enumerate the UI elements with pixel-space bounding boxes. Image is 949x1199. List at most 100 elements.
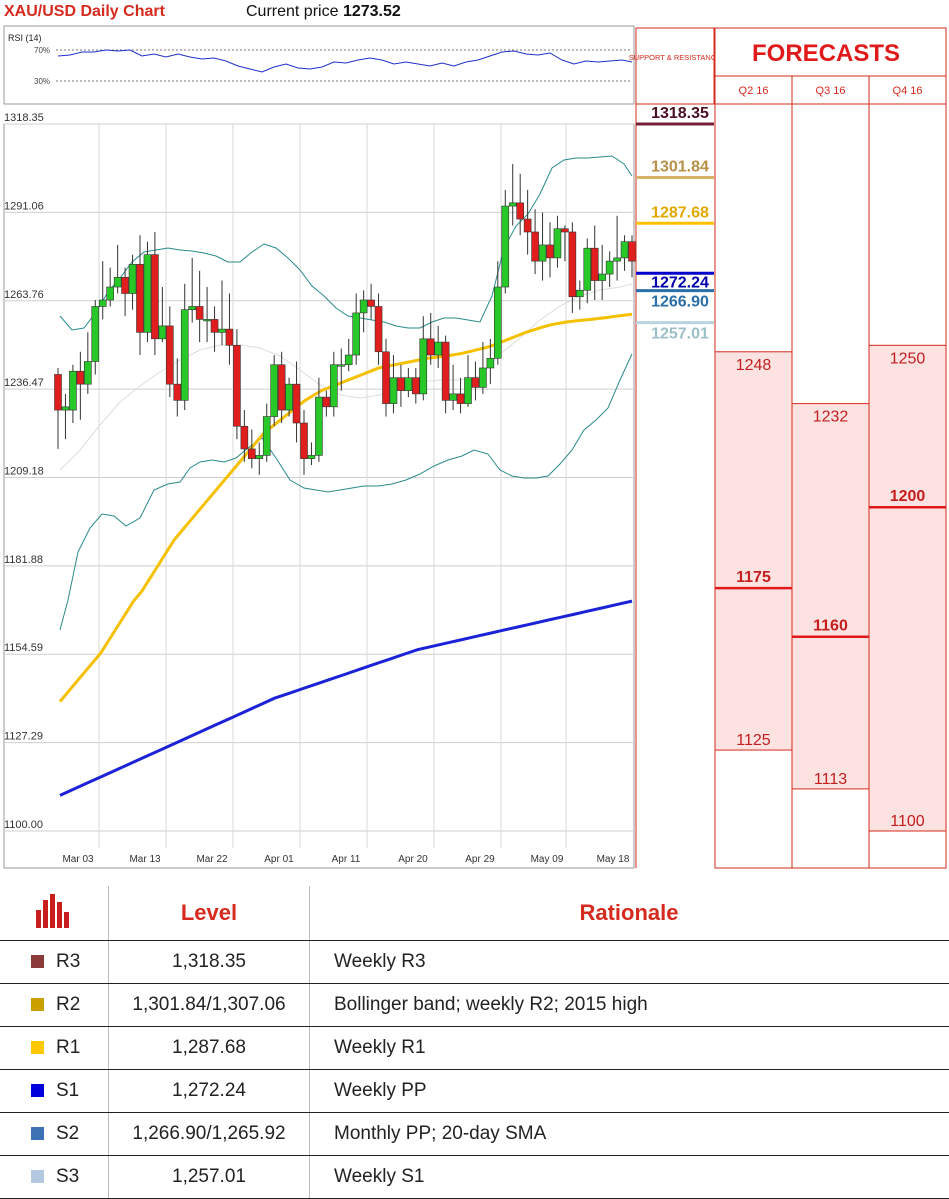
y-tick-1291: 1291.06 (4, 200, 44, 212)
row-tag-cell: S1 (0, 1070, 109, 1113)
candle-up (308, 455, 315, 458)
candle-down (517, 203, 524, 219)
forecast-low: 1125 (736, 732, 771, 749)
candle-down (524, 219, 531, 232)
candle (233, 329, 240, 439)
x-axis-labels: Mar 03 Mar 13 Mar 22 Apr 01 Apr 11 Apr 2… (62, 854, 629, 865)
row-rationale: Weekly R1 (310, 1027, 949, 1070)
candle-up (271, 365, 278, 417)
candle-up (479, 368, 486, 387)
candle-down (442, 342, 449, 400)
candle-up (487, 358, 494, 368)
level-label: 1272.24 (651, 274, 709, 291)
row-rationale: Monthly PP; 20-day SMA (310, 1113, 949, 1156)
candle-up (450, 394, 457, 400)
row-tag: S1 (56, 1080, 79, 1101)
candle-down (122, 277, 129, 293)
candle-up (99, 300, 106, 306)
x-tick-apr29: Apr 29 (465, 854, 495, 865)
candle-down (226, 329, 233, 345)
forecast-range (869, 345, 946, 831)
candle-up (606, 261, 613, 274)
row-level: 1,257.01 (109, 1156, 310, 1199)
candle-up (345, 355, 352, 365)
candle-up (465, 378, 472, 404)
candle-up (360, 300, 367, 313)
row-level: 1,272.24 (109, 1070, 310, 1113)
rsi-label: RSI (14) (8, 33, 42, 43)
candle-down (375, 306, 382, 351)
swatch-icon (31, 998, 44, 1011)
row-level: 1,301.84/1,307.06 (109, 984, 310, 1027)
forecast-high: 1232 (813, 409, 849, 426)
candle-up (69, 371, 76, 410)
candle-down (137, 264, 144, 332)
level-label: 1301.84 (651, 158, 709, 175)
row-level: 1,266.90/1,265.92 (109, 1113, 310, 1156)
swatch-icon (31, 1041, 44, 1054)
candle-down (301, 423, 308, 459)
candle (144, 242, 151, 342)
table-row: S3 1,257.01 Weekly S1 (0, 1156, 949, 1199)
quarter-label: Q4 16 (893, 85, 923, 97)
level-label: 1318.35 (651, 105, 709, 122)
candle-up (584, 248, 591, 290)
bar-chart-icon (34, 892, 74, 928)
table-row: S2 1,266.90/1,265.92 Monthly PP; 20-day … (0, 1113, 949, 1156)
row-tag-cell: R3 (0, 941, 109, 984)
candle-up (92, 306, 99, 361)
row-tag-cell: R1 (0, 1027, 109, 1070)
table-row: R3 1,318.35 Weekly R3 (0, 941, 949, 984)
candle-up (204, 319, 211, 321)
candle-up (405, 378, 412, 391)
candle-up (502, 206, 509, 287)
candle-up (338, 365, 345, 367)
candle-down (547, 245, 554, 258)
candle-down (293, 384, 300, 423)
candle-up (144, 255, 151, 333)
x-tick-mar13: Mar 13 (129, 854, 161, 865)
x-tick-mar03: Mar 03 (62, 854, 94, 865)
candle-up (330, 365, 337, 407)
candle-down (55, 374, 62, 410)
row-level: 1,318.35 (109, 941, 310, 984)
row-tag-cell: S2 (0, 1113, 109, 1156)
x-tick-apr11: Apr 11 (332, 854, 361, 865)
candle-down (211, 319, 218, 332)
x-tick-apr20: Apr 20 (398, 854, 428, 865)
candle-down (166, 326, 173, 384)
table-row: R1 1,287.68 Weekly R1 (0, 1027, 949, 1070)
x-tick-apr01: Apr 01 (264, 854, 294, 865)
candle-up (509, 203, 516, 206)
candle-up (353, 313, 360, 355)
row-tag-cell: R2 (0, 984, 109, 1027)
forecast-header: FORECASTS (752, 40, 900, 67)
level-label: 1266.90 (651, 294, 709, 311)
candle-down (241, 426, 248, 449)
row-rationale: Weekly S1 (310, 1156, 949, 1199)
row-tag: S2 (56, 1123, 79, 1144)
candle (271, 355, 278, 426)
support-header-box (636, 28, 714, 104)
candle-down (368, 300, 375, 306)
candle-up (494, 287, 501, 358)
swatch-icon (31, 955, 44, 968)
header-level: Level (109, 886, 310, 941)
candle-down (278, 365, 285, 410)
candle-up (286, 384, 293, 410)
candle-up (539, 245, 546, 261)
forecast-mid: 1175 (736, 569, 771, 586)
candle-down (151, 255, 158, 339)
row-rationale: Weekly PP (310, 1070, 949, 1113)
row-tag: R2 (56, 994, 80, 1015)
forecast-high: 1248 (736, 357, 772, 374)
forecast-range (792, 404, 869, 789)
candle-down (174, 384, 181, 400)
swatch-icon (31, 1127, 44, 1140)
forecast-mid: 1160 (813, 618, 848, 635)
candle-down (233, 345, 240, 426)
level-label: 1287.68 (651, 204, 709, 221)
forecast-range (715, 352, 792, 750)
y-tick-1263: 1263.76 (4, 289, 44, 301)
candle-up (263, 417, 270, 456)
